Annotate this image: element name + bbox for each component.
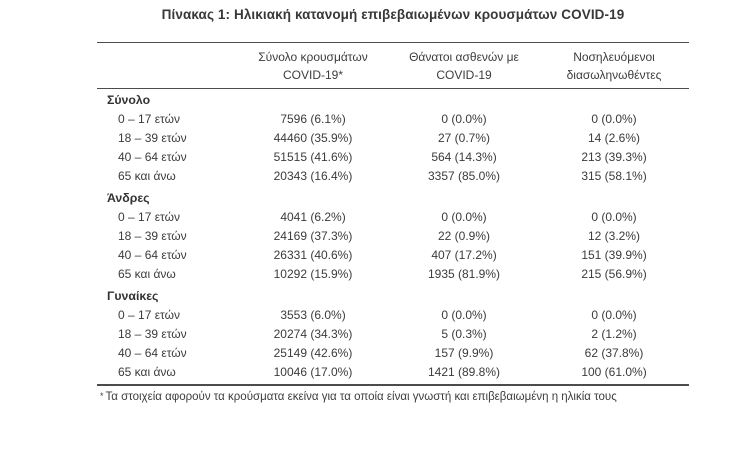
cell-intubated: 2 (1.2%) xyxy=(591,327,637,341)
cell-age: 0 – 17 ετών xyxy=(118,308,180,322)
cell-cases: 10046 (17.0%) xyxy=(273,365,353,379)
cell-cases: 3553 (6.0%) xyxy=(280,308,346,322)
table-row: 0 – 17 ετών 7596 (6.1%) 0 (0.0%) 0 (0.0%) xyxy=(97,110,689,129)
cell-cases: 44460 (35.9%) xyxy=(273,131,353,145)
table-row: 0 – 17 ετών 3553 (6.0%) 0 (0.0%) 0 (0.0%) xyxy=(97,306,689,325)
cell-age: 40 – 64 ετών xyxy=(118,248,187,262)
section-label: Άνδρες xyxy=(107,191,150,205)
column-header-intubated-line2: διασωληνωθέντες xyxy=(566,68,662,82)
cell-intubated: 215 (56.9%) xyxy=(581,267,647,281)
cell-deaths: 157 (9.9%) xyxy=(434,346,494,360)
cell-age: 0 – 17 ετών xyxy=(118,210,180,224)
table-title: Πίνακας 1: Ηλικιακή κατανομή επιβεβαιωμέ… xyxy=(161,7,625,22)
table-row: 0 – 17 ετών 4041 (6.2%) 0 (0.0%) 0 (0.0%) xyxy=(97,208,689,227)
table-row: 65 και άνω 10292 (15.9%) 1935 (81.9%) 215 (… xyxy=(97,265,689,284)
section-rows: 0 – 17 ετών 4041 (6.2%) 0 (0.0%) 0 (0.0%) 18… xyxy=(97,208,689,284)
cell-deaths: 0 (0.0%) xyxy=(441,112,487,126)
section-rows: 0 – 17 ετών 7596 (6.1%) 0 (0.0%) 0 (0.0%) 18… xyxy=(97,110,689,186)
cell-intubated: 151 (39.9%) xyxy=(581,248,647,262)
column-header-deaths-line2: COVID-19 xyxy=(436,68,492,82)
table-row: 18 – 39 ετών 44460 (35.9%) 27 (0.7%) 14 (2.… xyxy=(97,129,689,148)
table-row: 18 – 39 ετών 24169 (37.3%) 22 (0.9%) 12 (3.… xyxy=(97,227,689,246)
cell-deaths: 5 (0.3%) xyxy=(441,327,487,341)
table-row: 40 – 64 ετών 25149 (42.6%) 157 (9.9%) 62 (3… xyxy=(97,344,689,363)
column-header-total-cases-line2: COVID-19* xyxy=(282,68,344,82)
cell-intubated: 14 (2.6%) xyxy=(587,131,641,145)
cell-deaths: 1421 (89.8%) xyxy=(427,365,501,379)
cell-cases: 4041 (6.2%) xyxy=(280,210,346,224)
table-body: Σύνολο 0 – 17 ετών 7596 (6.1%) 0 (0.0%) 0 (… xyxy=(97,89,689,382)
table-row: 65 και άνω 20343 (16.4%) 3357 (85.0%) 315 (… xyxy=(97,167,689,186)
cell-cases: 20274 (34.3%) xyxy=(273,327,353,341)
cell-deaths: 0 (0.0%) xyxy=(441,210,487,224)
cell-cases: 7596 (6.1%) xyxy=(280,112,346,126)
cell-intubated: 0 (0.0%) xyxy=(591,308,637,322)
cell-intubated: 0 (0.0%) xyxy=(591,112,637,126)
cell-cases: 10292 (15.9%) xyxy=(273,267,353,281)
cell-intubated: 12 (3.2%) xyxy=(587,229,641,243)
table-section: Γυναίκες 0 – 17 ετών 3553 (6.0%) 0 (0.0%) 0… xyxy=(97,287,689,382)
table-row: 40 – 64 ετών 26331 (40.6%) 407 (17.2%) 151 … xyxy=(97,246,689,265)
column-header-deaths-line1: Θάνατοι ασθενών με xyxy=(409,50,519,64)
cell-age: 65 και άνω xyxy=(118,365,176,379)
cell-deaths: 27 (0.7%) xyxy=(437,131,491,145)
column-header-intubated-line1: Νοσηλευόμενοι xyxy=(573,50,655,64)
table-section: Σύνολο 0 – 17 ετών 7596 (6.1%) 0 (0.0%) 0 (… xyxy=(97,91,689,186)
cell-cases: 24169 (37.3%) xyxy=(273,229,353,243)
column-header-deaths: Θάνατοι ασθενών με COVID-19 xyxy=(389,48,539,84)
column-header-total-cases-line1: Σύνολο κρουσμάτων xyxy=(258,50,368,64)
cell-age: 40 – 64 ετών xyxy=(118,346,187,360)
cell-age: 65 και άνω xyxy=(118,169,176,183)
covid-age-distribution-table: Σύνολο κρουσμάτων COVID-19* Θάνατοι ασθε… xyxy=(97,42,689,405)
cell-deaths: 3357 (85.0%) xyxy=(427,169,501,183)
cell-cases: 51515 (41.6%) xyxy=(273,150,353,164)
cell-age: 40 – 64 ετών xyxy=(118,150,187,164)
column-header-total-cases: Σύνολο κρουσμάτων COVID-19* xyxy=(237,48,389,84)
cell-deaths: 564 (14.3%) xyxy=(431,150,497,164)
table-row: 18 – 39 ετών 20274 (34.3%) 5 (0.3%) 2 (1.2%… xyxy=(97,325,689,344)
cell-cases: 20343 (16.4%) xyxy=(273,169,353,183)
cell-deaths: 0 (0.0%) xyxy=(441,308,487,322)
cell-age: 65 και άνω xyxy=(118,267,176,281)
footnote-asterisk: * xyxy=(100,391,104,401)
table-row: 40 – 64 ετών 51515 (41.6%) 564 (14.3%) 213 … xyxy=(97,148,689,167)
cell-deaths: 407 (17.2%) xyxy=(431,248,497,262)
table-row: 65 και άνω 10046 (17.0%) 1421 (89.8%) 100 (… xyxy=(97,363,689,382)
cell-age: 18 – 39 ετών xyxy=(118,131,187,145)
cell-age: 18 – 39 ετών xyxy=(118,229,187,243)
section-rows: 0 – 17 ετών 3553 (6.0%) 0 (0.0%) 0 (0.0%) 18… xyxy=(97,306,689,382)
cell-intubated: 62 (37.8%) xyxy=(584,346,644,360)
column-header-intubated: Νοσηλευόμενοι διασωληνωθέντες xyxy=(539,48,689,84)
cell-intubated: 0 (0.0%) xyxy=(591,210,637,224)
cell-intubated: 315 (58.1%) xyxy=(581,169,647,183)
table-section: Άνδρες 0 – 17 ετών 4041 (6.2%) 0 (0.0%) 0 (… xyxy=(97,189,689,284)
cell-intubated: 100 (61.0%) xyxy=(581,365,647,379)
cell-deaths: 1935 (81.9%) xyxy=(427,267,501,281)
cell-deaths: 22 (0.9%) xyxy=(437,229,491,243)
cell-intubated: 213 (39.3%) xyxy=(581,150,647,164)
table-bottom-rule xyxy=(97,384,689,386)
cell-cases: 25149 (42.6%) xyxy=(273,346,353,360)
section-label: Σύνολο xyxy=(107,93,151,107)
section-label: Γυναίκες xyxy=(107,289,159,303)
footnote-text: Τα στοιχεία αφορούν τα κρούσματα εκείνα … xyxy=(105,391,617,403)
cell-age: 18 – 39 ετών xyxy=(118,327,187,341)
table-header-row: Σύνολο κρουσμάτων COVID-19* Θάνατοι ασθε… xyxy=(97,43,689,89)
table-footnote: * Τα στοιχεία αφορούν τα κρούσματα εκείνα… xyxy=(97,386,689,405)
cell-age: 0 – 17 ετών xyxy=(118,112,180,126)
cell-cases: 26331 (40.6%) xyxy=(273,248,353,262)
